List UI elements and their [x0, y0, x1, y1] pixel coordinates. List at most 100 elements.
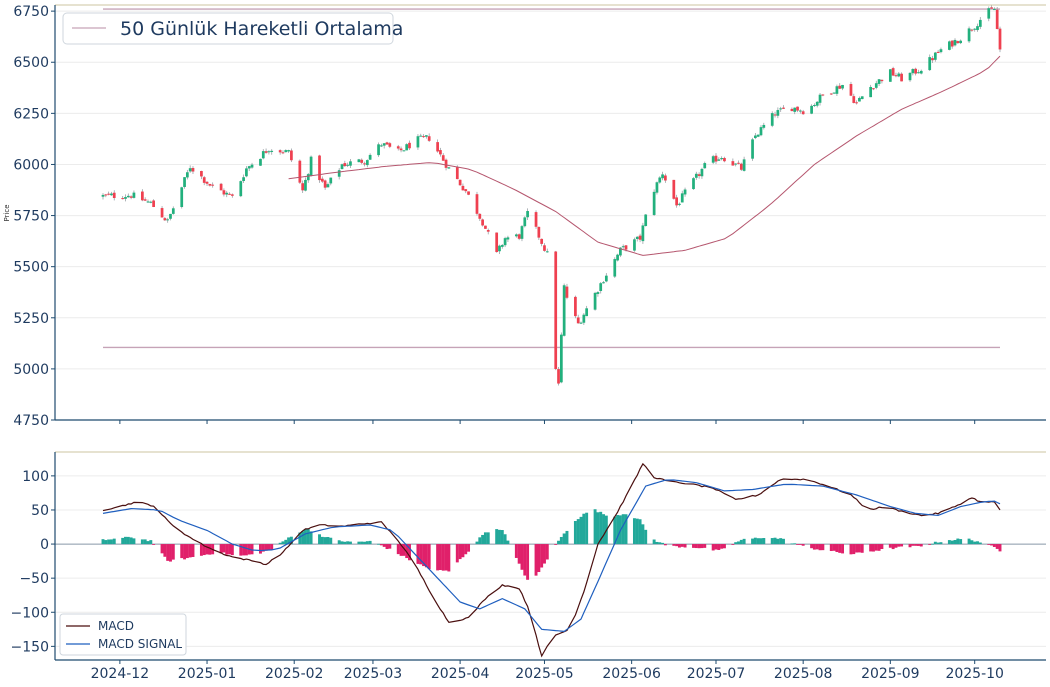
- candle-up: [908, 72, 912, 81]
- candle-up: [267, 151, 271, 153]
- histogram-bar-positive: [318, 534, 321, 545]
- histogram-bar-negative: [815, 544, 819, 550]
- histogram-bar-positive: [363, 541, 366, 545]
- candle-up: [818, 94, 822, 103]
- histogram-bar-negative: [379, 544, 383, 546]
- price-legend-box: [62, 12, 394, 45]
- histogram-bar-negative: [697, 544, 701, 549]
- histogram-bar-negative: [388, 544, 392, 549]
- candle-up: [188, 168, 192, 172]
- macd-y-tick-label: −50: [19, 571, 49, 587]
- histogram-bar-positive: [593, 509, 597, 545]
- candle-up: [717, 159, 721, 161]
- date-x-tick-label: 2025-02: [265, 666, 324, 682]
- candle-down: [557, 369, 560, 384]
- histogram-bar-positive: [365, 541, 369, 545]
- candle-up: [132, 192, 136, 198]
- histogram-bar-negative: [812, 544, 816, 550]
- histogram-bar-negative: [998, 544, 1002, 552]
- candle-down: [444, 159, 448, 168]
- histogram-bar-negative: [447, 544, 451, 572]
- date-x-tick-label: 2024-12: [91, 666, 150, 682]
- candle-up: [919, 70, 923, 74]
- candle-up: [506, 237, 510, 240]
- macd-y-tick-label: −100: [11, 605, 49, 621]
- candle-down: [478, 213, 482, 219]
- histogram-bar-positive: [348, 541, 352, 545]
- candle-down: [554, 251, 558, 370]
- candle-down: [849, 84, 853, 96]
- histogram-bar-positive: [298, 532, 302, 545]
- candle-down: [891, 68, 895, 76]
- candle-down: [388, 143, 392, 147]
- histogram-bar-positive: [976, 541, 979, 545]
- date-x-tick-label: 2025-09: [861, 666, 920, 682]
- histogram-bar-negative: [191, 544, 195, 557]
- candle-up: [380, 145, 383, 147]
- candle-down: [517, 234, 521, 239]
- candle-up: [616, 254, 619, 261]
- candle-up: [633, 239, 636, 251]
- histogram-bar-positive: [967, 538, 971, 545]
- histogram-bar-negative: [264, 544, 268, 551]
- histogram-bar-negative: [526, 544, 530, 580]
- histogram-bar-negative: [914, 544, 918, 546]
- candle-up: [523, 217, 527, 227]
- histogram-bar-positive: [624, 514, 628, 545]
- histogram-bar-positive: [956, 538, 960, 545]
- candle-down: [574, 296, 577, 317]
- candle-up: [911, 69, 915, 74]
- candle-down: [872, 88, 875, 90]
- candle-down: [360, 159, 364, 163]
- macd-y-tick-label: −150: [11, 639, 49, 655]
- candle-up: [402, 150, 406, 152]
- candle-down: [278, 150, 282, 153]
- candle-up: [835, 86, 839, 94]
- candle-up: [641, 225, 645, 242]
- histogram-bar-positive: [337, 540, 341, 545]
- candle-up: [635, 236, 639, 239]
- histogram-bar-negative: [675, 544, 679, 547]
- candle-up: [678, 203, 681, 205]
- histogram-bar-positive: [973, 541, 977, 545]
- histogram-bar-positive: [641, 524, 645, 545]
- candle-up: [585, 308, 589, 317]
- date-x-tick-label: 2025-01: [178, 666, 237, 682]
- candle-up: [599, 283, 603, 291]
- histogram-bar-negative: [663, 544, 667, 546]
- candle-up: [340, 164, 344, 170]
- histogram-bar-positive: [565, 530, 569, 545]
- histogram-bar-negative: [919, 544, 923, 547]
- histogram-bar-negative: [821, 544, 825, 551]
- candle-up: [284, 150, 288, 153]
- histogram-bar-positive: [621, 514, 625, 545]
- candle-down: [143, 199, 147, 201]
- candle-up: [377, 144, 380, 156]
- histogram-bar-negative: [385, 544, 389, 550]
- price-y-tick-label: 5000: [13, 362, 49, 378]
- histogram-bar-positive: [933, 541, 937, 545]
- candle-down: [484, 225, 487, 229]
- candle-up: [149, 201, 153, 203]
- price-y-tick-label: 6500: [13, 55, 49, 71]
- histogram-bar-negative: [228, 544, 231, 555]
- histogram-bar-negative: [169, 544, 172, 562]
- candle-down: [112, 192, 116, 198]
- candle-down: [723, 157, 726, 162]
- histogram-bar-positive: [931, 543, 934, 545]
- histogram-bar-positive: [360, 541, 364, 545]
- candlestick-series: [101, 5, 1002, 386]
- histogram-bar-positive: [576, 519, 580, 545]
- candle-down: [281, 152, 285, 154]
- candle-up: [357, 159, 361, 163]
- candle-down: [222, 190, 226, 195]
- candle-down: [801, 111, 805, 115]
- histogram-bar-negative: [798, 544, 802, 545]
- histogram-bar-negative: [160, 544, 164, 554]
- histogram-bar-positive: [112, 538, 116, 545]
- histogram-bar-positive: [329, 537, 333, 545]
- candle-down: [675, 197, 678, 206]
- histogram-bar-negative: [888, 544, 892, 548]
- candle-down: [534, 212, 538, 227]
